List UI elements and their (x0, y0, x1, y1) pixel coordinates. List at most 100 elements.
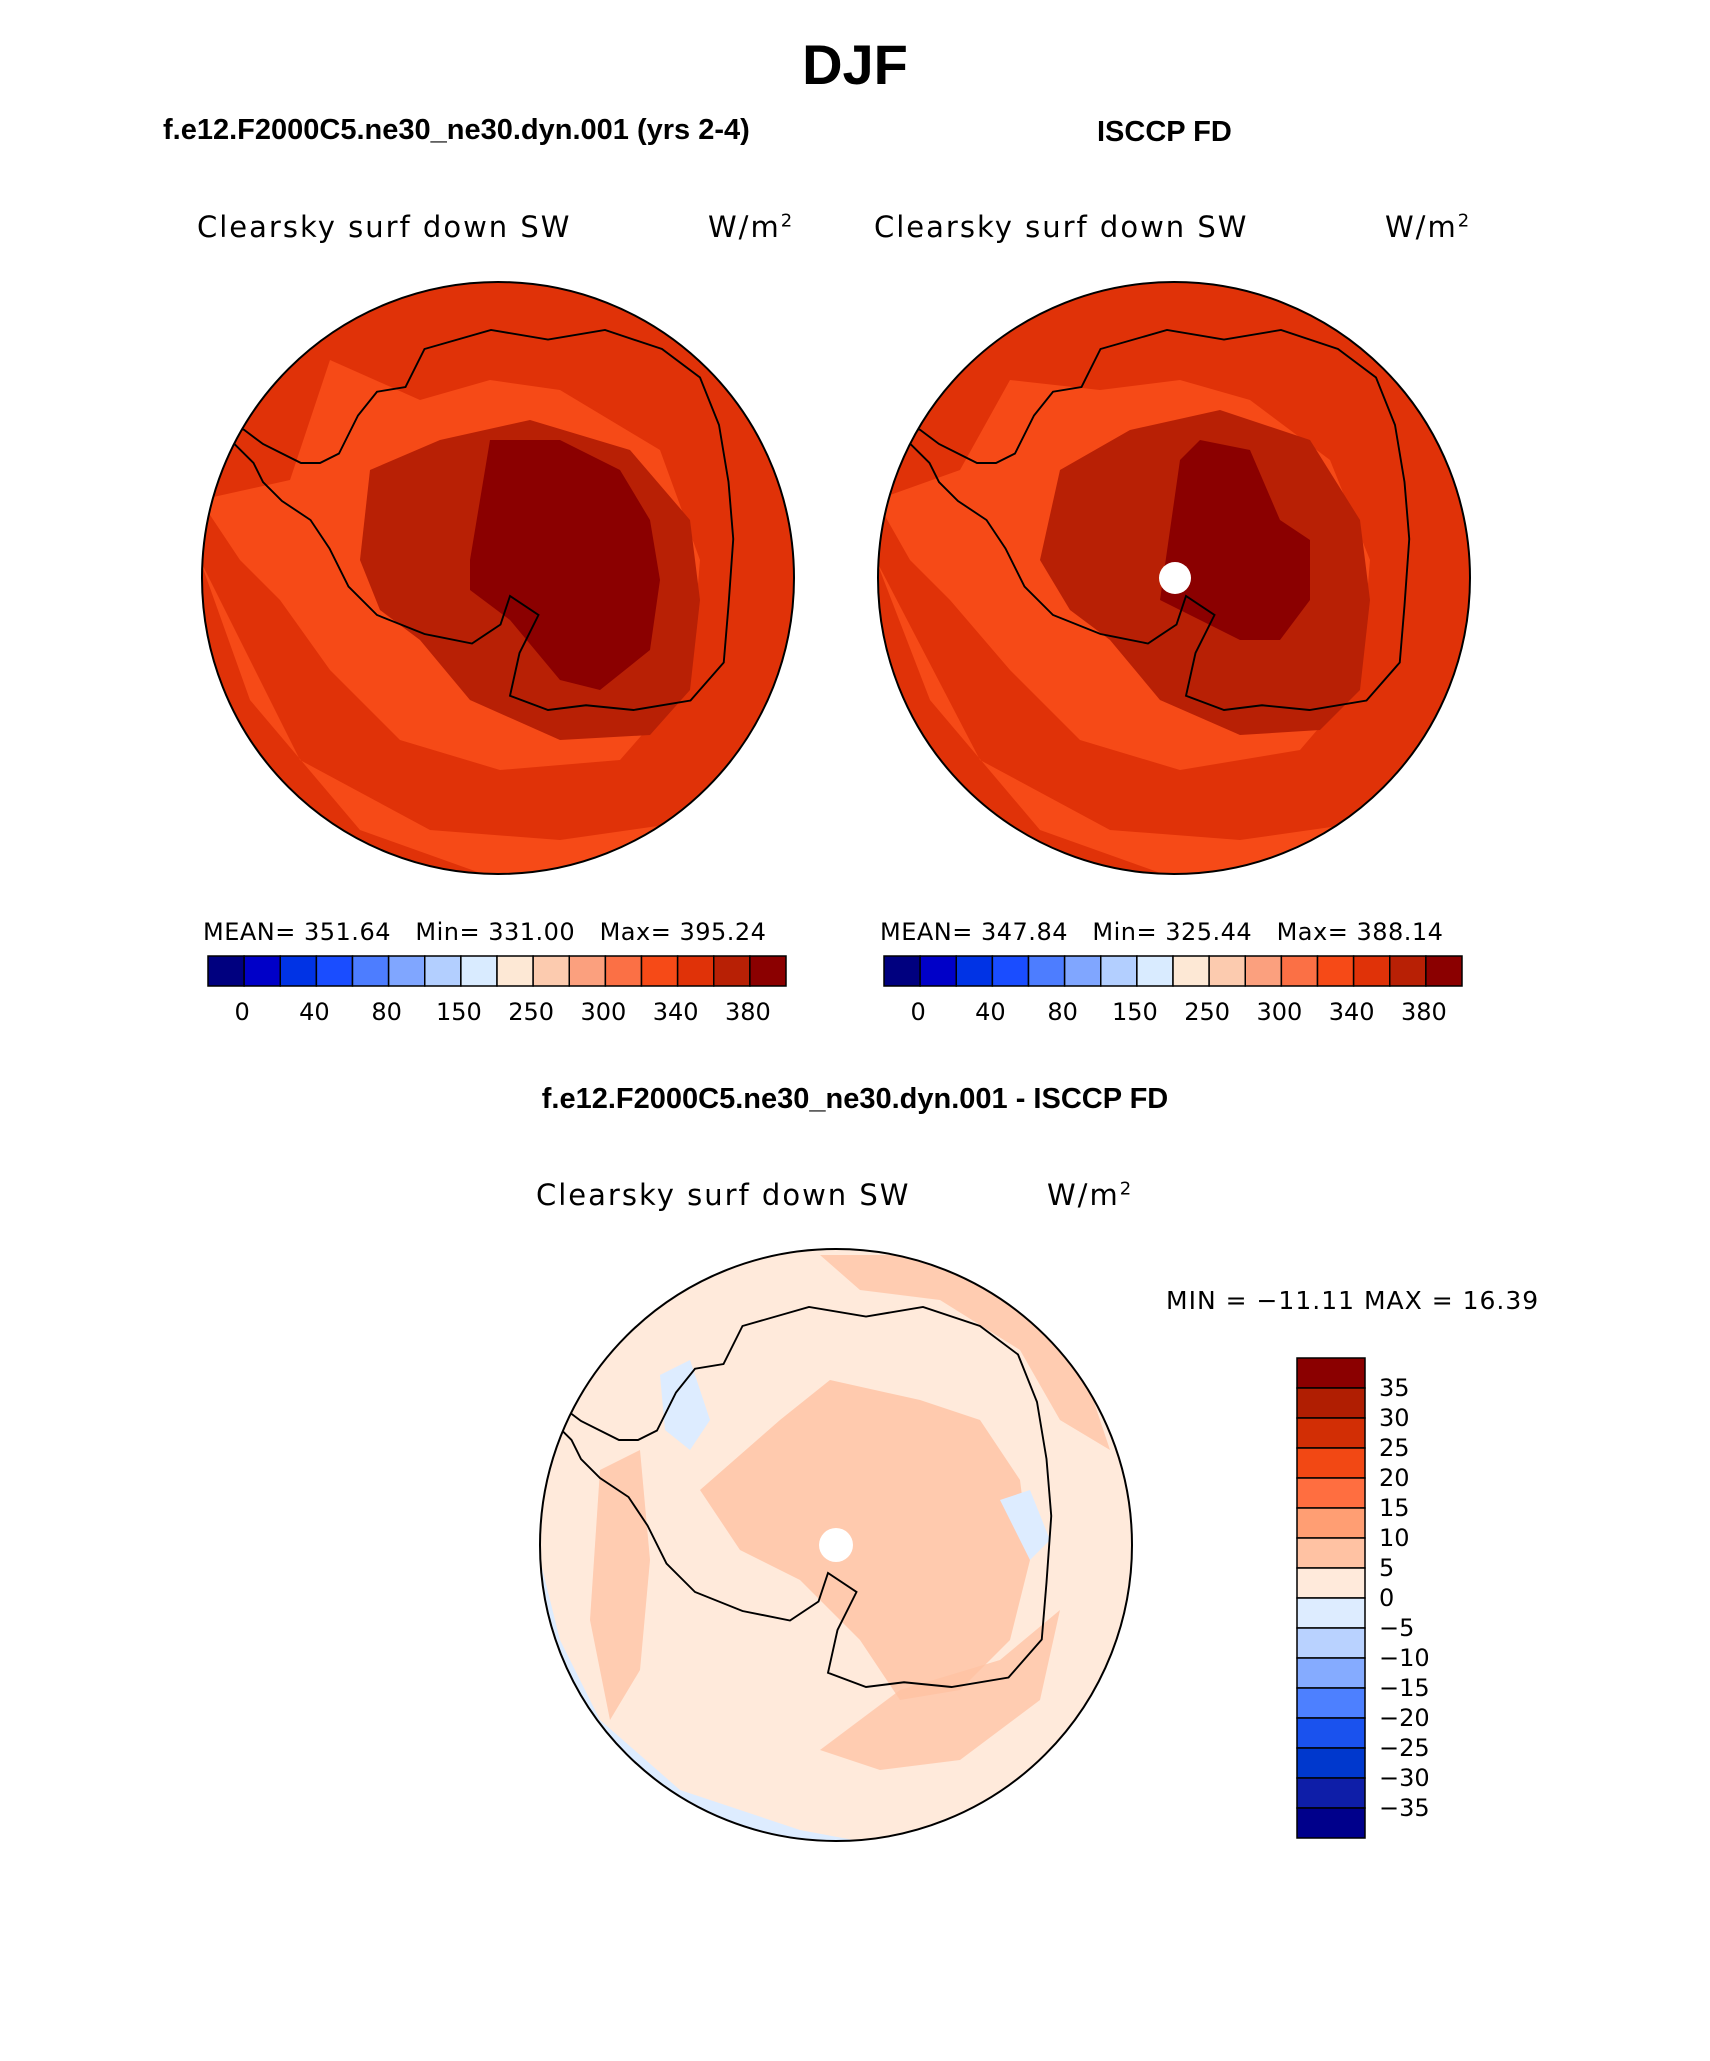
model-units: W/m (708, 210, 781, 244)
obs-max: 388.14 (1356, 918, 1444, 946)
model-units-label: W/m2 (708, 210, 794, 244)
diff-pole-missing (819, 1528, 853, 1562)
model-colorbar-box (460, 955, 498, 987)
obs-mean-label: MEAN= (880, 918, 973, 946)
model-colorbar-box (279, 955, 318, 987)
model-colorbar-box (424, 955, 462, 987)
obs-mean: 347.84 (981, 918, 1068, 946)
model-field-interior (470, 440, 660, 690)
diff-colorbar-box (1296, 1777, 1366, 1809)
obs-variable-label: Clearsky surf down SW (874, 210, 1249, 244)
obs-colorbar-tick-label: 40 (975, 998, 1006, 1026)
diff-colorbar-box (1296, 1447, 1366, 1479)
obs-min-label: Min= (1092, 918, 1158, 946)
model-min: 331.00 (488, 918, 576, 946)
model-colorbar-box (207, 955, 245, 987)
obs-colorbar-box (1280, 955, 1319, 987)
obs-colorbar-box (955, 955, 994, 987)
diff-colorbar-tick-label: 0 (1379, 1584, 1395, 1612)
diff-colorbar-box (1296, 1417, 1366, 1449)
diff-field-neg-west-patch (660, 1360, 710, 1450)
diff-map (540, 1249, 1132, 1841)
obs-colorbar-box (1100, 955, 1138, 987)
obs-stats: MEAN= 347.84 Min= 325.44 Max= 388.14 (880, 918, 1443, 946)
model-units-sup: 2 (780, 210, 795, 232)
obs-colorbar-box (1172, 955, 1210, 987)
diff-colorbar-tick-label: −10 (1379, 1644, 1430, 1672)
diff-colorbar-tick-label: −30 (1379, 1764, 1430, 1792)
model-colorbar-box (713, 955, 751, 987)
model-colorbar-box (351, 955, 390, 987)
obs-map-border (877, 281, 1471, 875)
diff-field-pos-ocean-north (820, 1255, 1110, 1450)
obs-panel-heading: ISCCP FD (1097, 116, 1232, 148)
diff-colorbar-tick-label: −25 (1379, 1734, 1430, 1762)
diff-colorbar-tick-label: 20 (1379, 1464, 1410, 1492)
obs-units-label: W/m2 (1385, 210, 1471, 244)
model-colorbar-tick-label: 340 (652, 998, 699, 1026)
model-colorbar-box (243, 955, 281, 987)
diff-variable-label: Clearsky surf down SW (536, 1178, 911, 1212)
diff-colorbar-box (1296, 1687, 1366, 1719)
obs-colorbar (883, 955, 1463, 987)
obs-colorbar-box (1063, 955, 1102, 987)
diff-colorbar-tick-label: 25 (1379, 1434, 1410, 1462)
diff-colorbar-box (1296, 1597, 1366, 1629)
model-colorbar-tick-label: 380 (724, 998, 771, 1026)
model-colorbar-tick-label: 300 (580, 998, 627, 1026)
obs-colorbar-box (991, 955, 1030, 987)
model-colorbar-box (676, 955, 715, 987)
model-colorbar-box (387, 955, 426, 987)
diff-colorbar-box (1296, 1477, 1366, 1509)
diff-colorbar-tick-label: 5 (1379, 1554, 1395, 1582)
diff-units-label: W/m2 (1047, 1178, 1133, 1212)
diff-colorbar (1296, 1357, 1366, 1839)
diff-colorbar-tick-label: 30 (1379, 1404, 1410, 1432)
model-max-label: Max= (599, 918, 672, 946)
model-colorbar-tick-label: 150 (435, 998, 482, 1026)
diff-colorbar-box (1296, 1507, 1366, 1539)
diff-colorbar-tick-label: 10 (1379, 1524, 1410, 1552)
diff-colorbar-box (1296, 1567, 1366, 1599)
diff-colorbar-box (1296, 1807, 1366, 1839)
diff-colorbar-tick-label: 15 (1379, 1494, 1410, 1522)
model-colorbar-box (568, 955, 607, 987)
model-max: 395.24 (679, 918, 767, 946)
obs-max-label: Max= (1276, 918, 1349, 946)
model-colorbar-box (315, 955, 354, 987)
diff-colorbar-tick-label: −5 (1379, 1614, 1415, 1642)
obs-units-sup: 2 (1457, 210, 1472, 232)
obs-colorbar-box (883, 955, 921, 987)
diff-colorbar-tick-label: −15 (1379, 1674, 1430, 1702)
diff-colorbar-box (1296, 1357, 1366, 1389)
model-colorbar-box (496, 955, 534, 987)
model-variable-label: Clearsky surf down SW (197, 210, 572, 244)
model-mean: 351.64 (304, 918, 391, 946)
diff-colorbar-tick-label: 35 (1379, 1374, 1410, 1402)
model-colorbar (207, 955, 787, 987)
model-colorbar-tick-label: 0 (234, 998, 250, 1026)
model-colorbar-box (749, 955, 787, 987)
page-title: DJF (802, 33, 908, 96)
obs-colorbar-tick-label: 300 (1256, 998, 1303, 1026)
comparison-title: f.e12.F2000C5.ne30_ne30.dyn.001 - ISCCP … (541, 1083, 1169, 1115)
model-colorbar-box (604, 955, 643, 987)
obs-map (878, 282, 1470, 874)
diff-colorbar-box (1296, 1717, 1366, 1749)
obs-colorbar-tick-label: 150 (1111, 998, 1158, 1026)
obs-colorbar-box (1316, 955, 1355, 987)
model-map-border (201, 281, 795, 875)
diff-colorbar-tick-label: −35 (1379, 1794, 1430, 1822)
obs-colorbar-tick-label: 0 (910, 998, 926, 1026)
diff-field-neg-east-patch (1000, 1490, 1050, 1560)
model-colorbar-box (532, 955, 570, 987)
obs-colorbar-tick-label: 250 (1184, 998, 1231, 1026)
obs-colorbar-box (1208, 955, 1246, 987)
diff-map-border (539, 1248, 1133, 1842)
diff-colorbar-box (1296, 1747, 1366, 1779)
obs-colorbar-box (1352, 955, 1391, 987)
obs-colorbar-tick-label: 80 (1047, 998, 1078, 1026)
obs-pole-missing (1159, 562, 1191, 594)
model-map (202, 282, 794, 874)
